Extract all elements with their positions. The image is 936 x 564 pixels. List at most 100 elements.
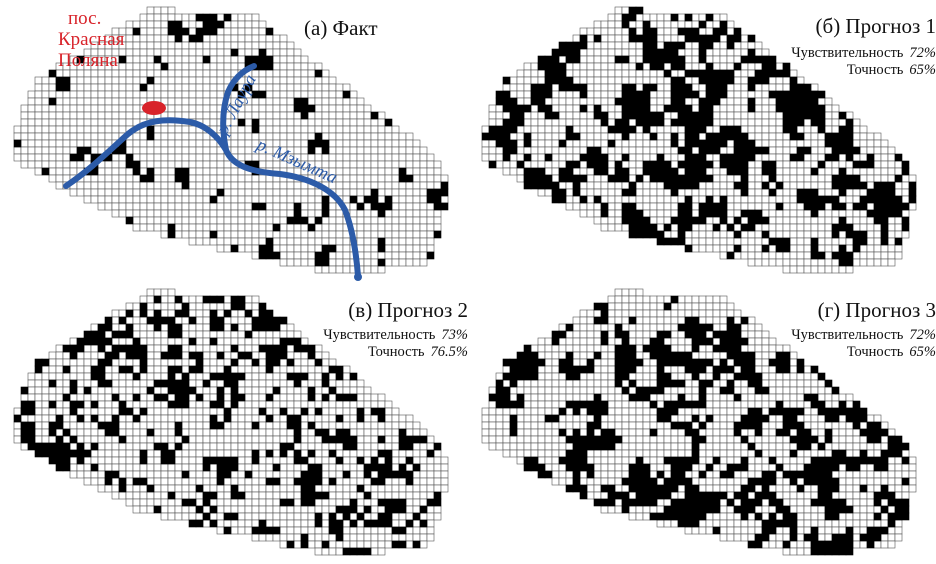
grid-cell-filled: [698, 48, 707, 57]
grid-cell-empty: [90, 125, 99, 134]
grid-cell-empty: [132, 83, 141, 92]
grid-cell-empty: [167, 209, 176, 218]
grid-cell-empty: [279, 251, 288, 260]
grid-cell-filled: [642, 90, 651, 99]
grid-cell-filled: [796, 104, 805, 113]
grid-cell-filled: [705, 41, 714, 50]
grid-cell-empty: [684, 337, 693, 346]
grid-cell-empty: [328, 216, 337, 225]
grid-cell-empty: [174, 484, 183, 493]
grid-cell-filled: [27, 442, 36, 451]
grid-cell-empty: [139, 62, 148, 71]
grid-cell-empty: [621, 41, 630, 50]
grid-cell-empty: [223, 491, 232, 500]
grid-cell-empty: [586, 188, 595, 197]
grid-cell-empty: [377, 132, 386, 141]
grid-cell-filled: [384, 456, 393, 465]
grid-cell-filled: [719, 216, 728, 225]
grid-cell-filled: [880, 209, 889, 218]
grid-cell-empty: [831, 167, 840, 176]
grid-cell-filled: [502, 118, 511, 127]
grid-cell-empty: [391, 230, 400, 239]
grid-cell-empty: [167, 83, 176, 92]
grid-cell-empty: [55, 125, 64, 134]
grid-cell-filled: [803, 90, 812, 99]
grid-cell-empty: [27, 379, 36, 388]
grid-cell-empty: [153, 407, 162, 416]
grid-cell-filled: [894, 153, 903, 162]
grid-cell-empty: [132, 209, 141, 218]
grid-cell-empty: [272, 379, 281, 388]
grid-cell-empty: [433, 512, 442, 521]
grid-cell-filled: [293, 104, 302, 113]
grid-cell-filled: [705, 202, 714, 211]
grid-cell-empty: [859, 153, 868, 162]
grid-cell-empty: [314, 83, 323, 92]
grid-cell-empty: [181, 484, 190, 493]
grid-cell-empty: [719, 230, 728, 239]
grid-cell-filled: [677, 181, 686, 190]
grid-cell-empty: [691, 41, 700, 50]
grid-cell-filled: [684, 69, 693, 78]
grid-cell-filled: [335, 435, 344, 444]
grid-cell-empty: [328, 421, 337, 430]
grid-cell-empty: [167, 104, 176, 113]
grid-cell-empty: [69, 365, 78, 374]
grid-cell-empty: [370, 125, 379, 134]
grid-cell-empty: [377, 421, 386, 430]
grid-cell-filled: [314, 139, 323, 148]
grid-cell-empty: [635, 337, 644, 346]
grid-cell-empty: [649, 195, 658, 204]
grid-cell-filled: [174, 34, 183, 43]
grid-cell-empty: [866, 167, 875, 176]
grid-cell-empty: [139, 195, 148, 204]
grid-cell-filled: [202, 55, 211, 64]
grid-cell-empty: [188, 111, 197, 120]
grid-cell-empty: [34, 407, 43, 416]
grid-cell-empty: [167, 174, 176, 183]
grid-cell-empty: [614, 153, 623, 162]
grid-cell-empty: [398, 477, 407, 486]
grid-cell-empty: [111, 323, 120, 332]
grid-cell-filled: [188, 34, 197, 43]
grid-cell-filled: [537, 62, 546, 71]
grid-cell-empty: [649, 202, 658, 211]
grid-cell-filled: [719, 27, 728, 36]
grid-cell-empty: [677, 13, 686, 22]
grid-cell-filled: [831, 153, 840, 162]
grid-cell-filled: [733, 160, 742, 169]
grid-cell-empty: [642, 209, 651, 218]
grid-cell-empty: [258, 393, 267, 402]
grid-cell-filled: [370, 111, 379, 120]
grid-cell-empty: [62, 421, 71, 430]
grid-cell-empty: [335, 512, 344, 521]
grid-cell-empty: [202, 230, 211, 239]
grid-cell-filled: [181, 498, 190, 507]
grid-cell-empty: [726, 237, 735, 246]
grid-cell-empty: [216, 83, 225, 92]
grid-cell-empty: [642, 309, 651, 318]
grid-cell-filled: [174, 351, 183, 360]
grid-cell-empty: [90, 456, 99, 465]
grid-cell-empty: [223, 498, 232, 507]
grid-cell-empty: [258, 69, 267, 78]
grid-cell-empty: [265, 407, 274, 416]
grid-cell-empty: [216, 62, 225, 71]
grid-cell-empty: [111, 386, 120, 395]
grid-cell-empty: [405, 449, 414, 458]
grid-cell-empty: [195, 111, 204, 120]
grid-cell-empty: [656, 295, 665, 304]
grid-cell-empty: [146, 491, 155, 500]
grid-cell-empty: [335, 216, 344, 225]
grid-cell-empty: [656, 132, 665, 141]
grid-cell-empty: [572, 337, 581, 346]
grid-cell-empty: [125, 111, 134, 120]
grid-cell-filled: [48, 379, 57, 388]
grid-cell-filled: [286, 442, 295, 451]
grid-cell-empty: [691, 97, 700, 106]
grid-cell-empty: [579, 316, 588, 325]
grid-cell-empty: [244, 20, 253, 29]
grid-cell-empty: [27, 125, 36, 134]
grid-cell-filled: [265, 62, 274, 71]
grid-cell-empty: [230, 202, 239, 211]
